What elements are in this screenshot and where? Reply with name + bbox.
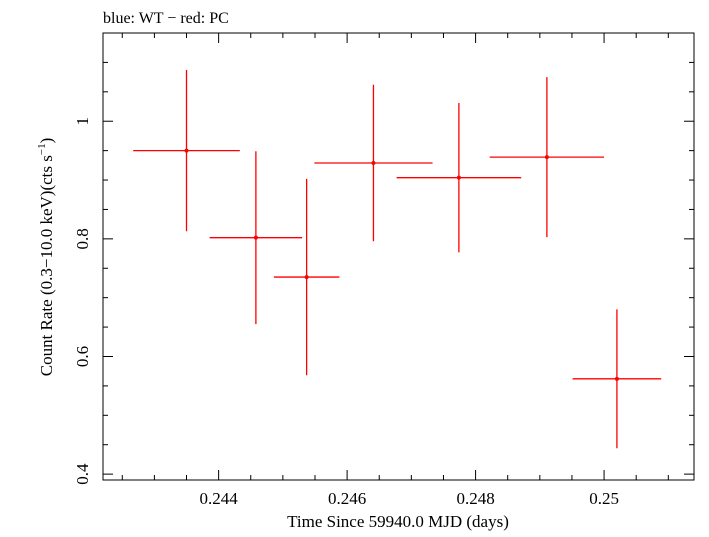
y-tick-label: 0.6 <box>73 346 92 367</box>
x-tick-label: 0.248 <box>456 489 494 508</box>
data-marker <box>456 175 461 180</box>
data-marker <box>304 275 309 280</box>
data-point <box>489 77 605 238</box>
y-axis-ticks: 0.4 0.6 0.8 1 <box>73 32 694 485</box>
data-point <box>314 84 433 242</box>
y-axis-label: Count Rate (0.3−10.0 keV)(cts s−1) <box>36 138 56 377</box>
y-tick-label: 0.4 <box>73 463 92 485</box>
y-axis-label-sup: −1 <box>36 143 48 155</box>
y-axis-label-close: ) <box>37 138 56 144</box>
y-tick-label: 0.8 <box>73 228 92 249</box>
data-point <box>133 70 240 232</box>
data-marker <box>184 148 189 153</box>
data-point <box>273 178 340 376</box>
data-point <box>396 102 522 253</box>
data-series-pc <box>133 70 662 449</box>
y-axis-label-main: Count Rate (0.3−10.0 keV)(cts s <box>37 155 56 376</box>
data-point <box>572 309 662 449</box>
data-marker <box>371 160 376 165</box>
data-marker <box>253 235 258 240</box>
y-tick-label: 1 <box>73 117 92 126</box>
x-axis-ticks: 0.244 0.246 0.248 0.25 <box>121 33 669 508</box>
plot-frame <box>102 32 695 481</box>
x-tick-label: 0.246 <box>328 489 366 508</box>
data-point <box>209 151 303 325</box>
x-tick-label: 0.25 <box>589 489 619 508</box>
chart-title: blue: WT − red: PC <box>103 10 229 27</box>
x-axis-label: Time Since 59940.0 MJD (days) <box>287 512 509 531</box>
data-marker <box>544 155 549 160</box>
data-marker <box>614 376 619 381</box>
x-tick-label: 0.244 <box>200 489 239 508</box>
